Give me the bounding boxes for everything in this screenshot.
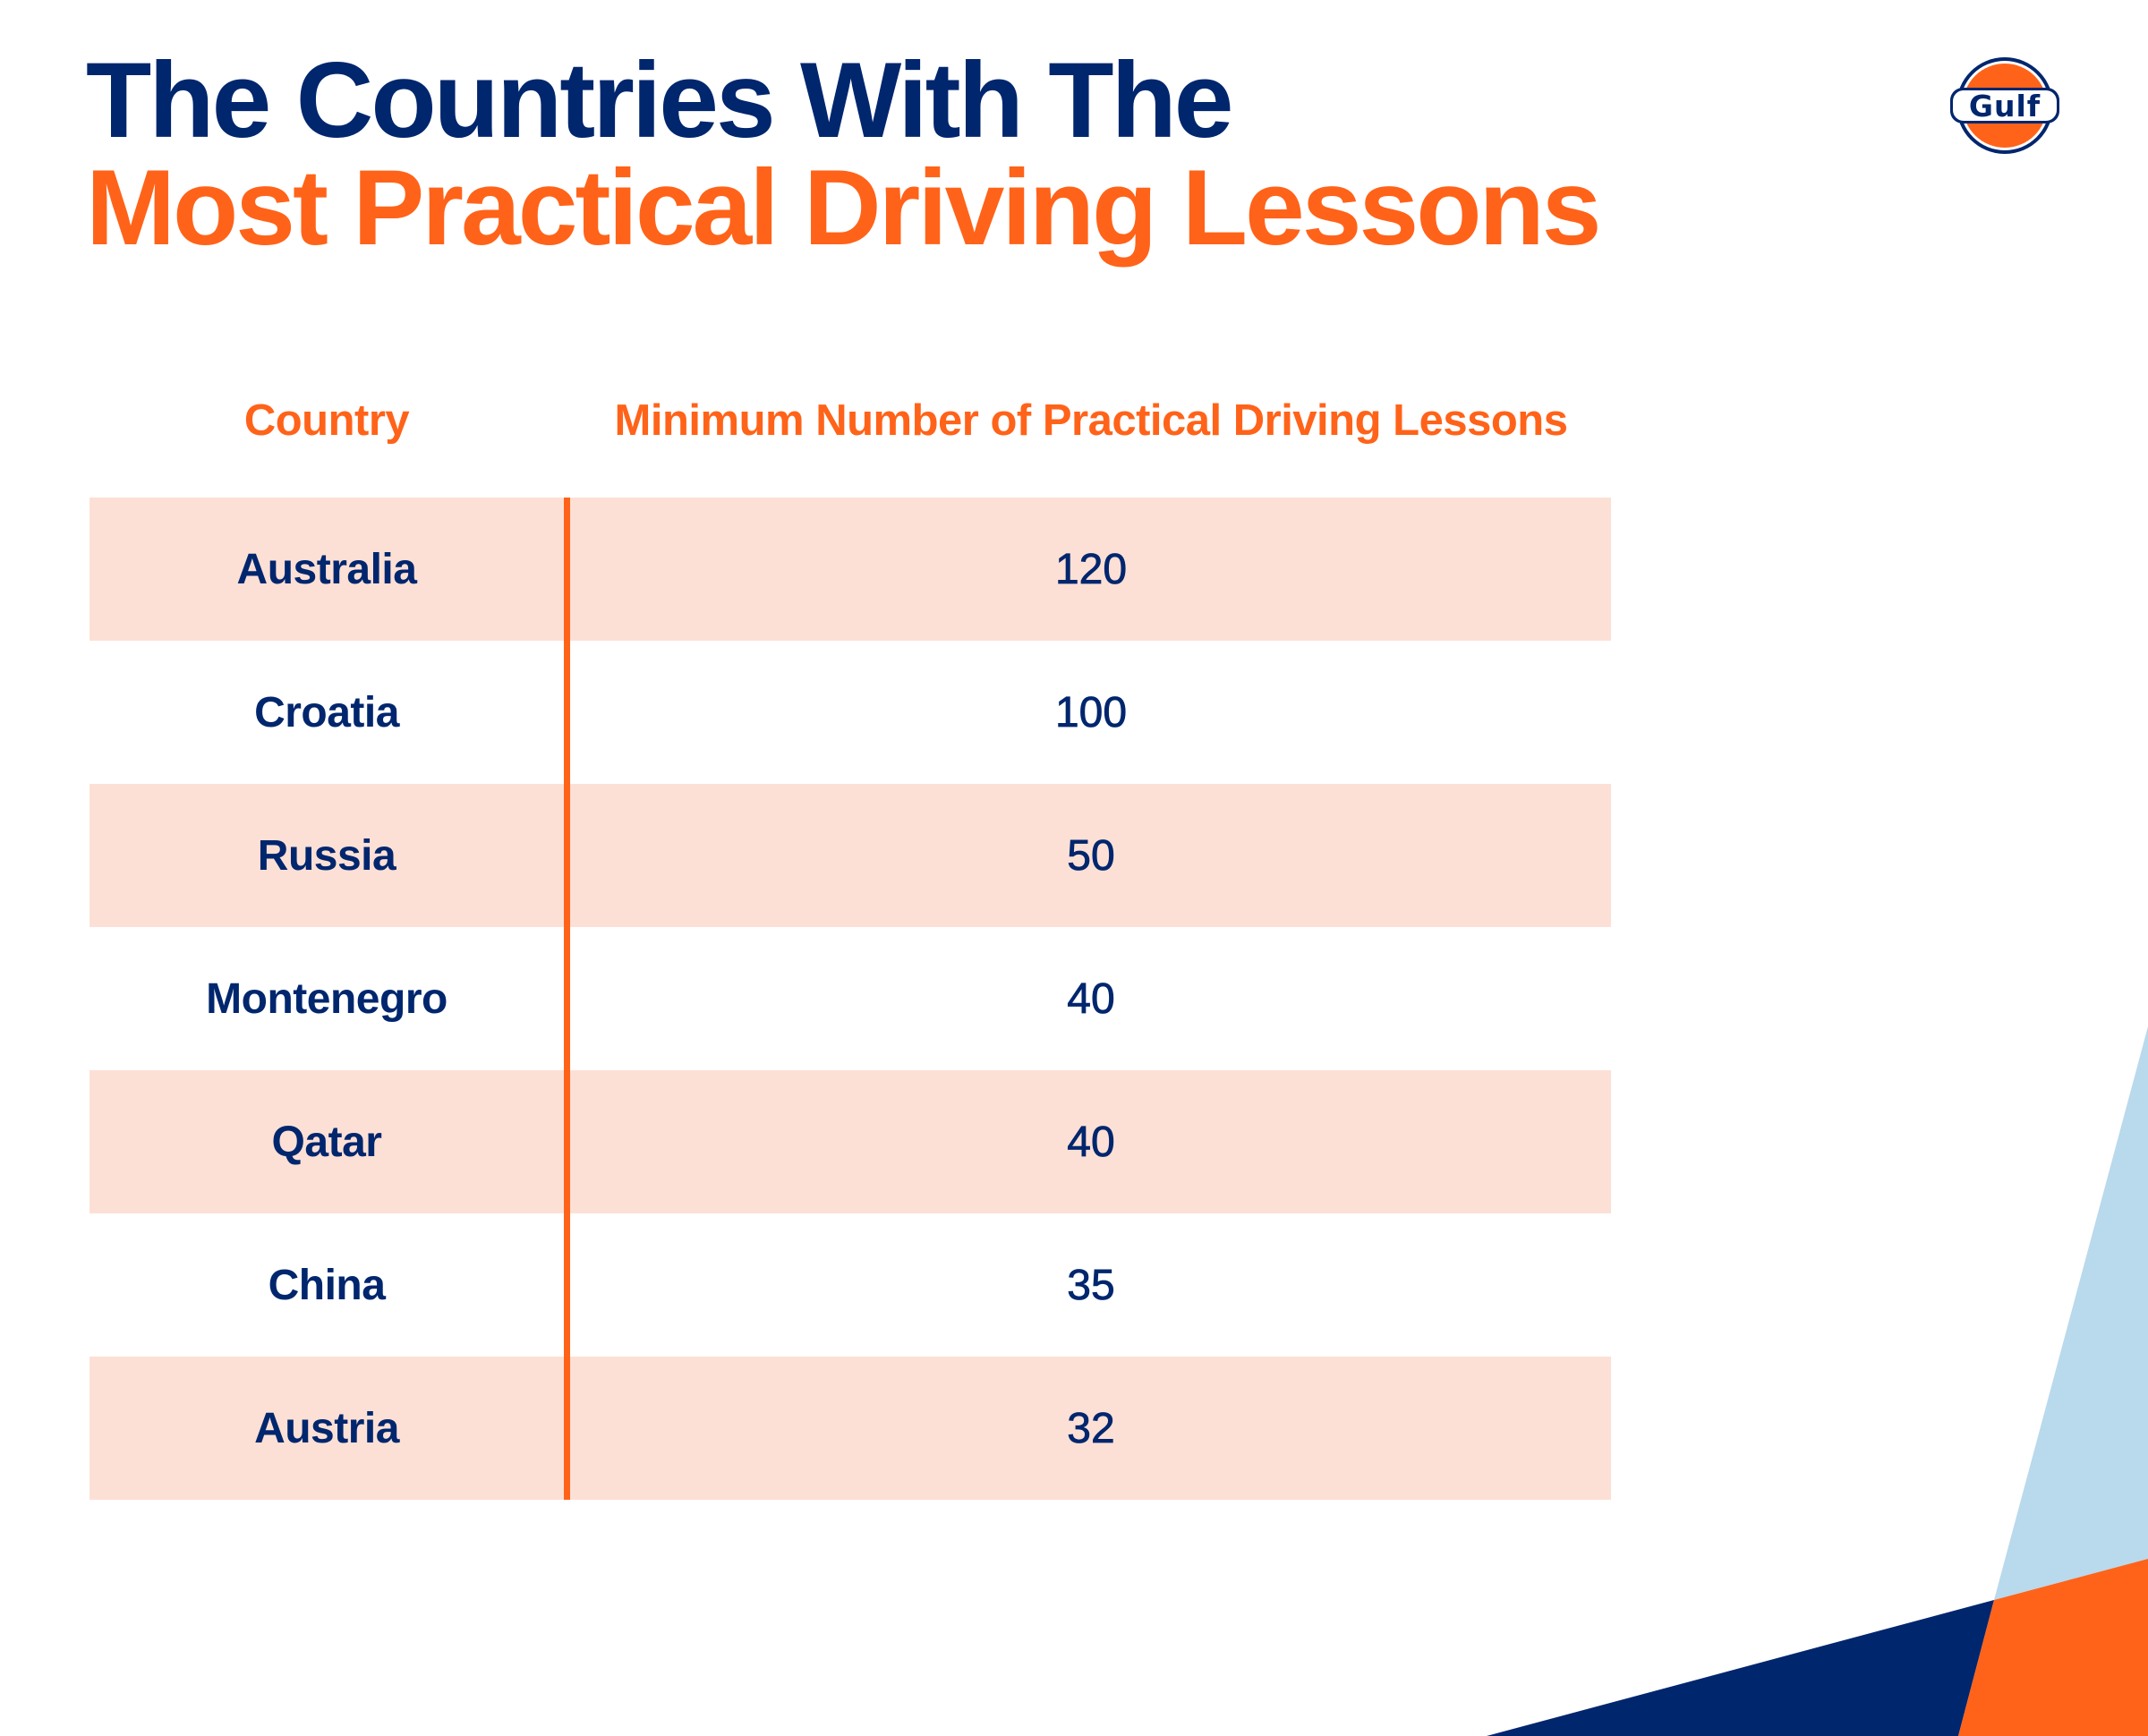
table-row: Qatar 40 — [90, 1070, 1611, 1213]
country-cell: Croatia — [254, 688, 399, 736]
page-title: The Countries With The Most Practical Dr… — [86, 40, 1602, 268]
table-row: China 35 — [90, 1213, 1611, 1357]
lessons-table: Australia 120 Croatia 100 Russia 50 Mont… — [90, 498, 1611, 1500]
country-cell: Qatar — [271, 1118, 382, 1166]
title-line-2: Most Practical Driving Lessons — [86, 148, 1602, 268]
country-cell: Russia — [257, 831, 396, 880]
lessons-cell: 40 — [1067, 1118, 1115, 1166]
column-header-lessons: Minimum Number of Practical Driving Less… — [614, 396, 1568, 445]
lessons-cell: 35 — [1067, 1261, 1115, 1309]
table-row: Russia 50 — [90, 784, 1611, 927]
table-row: Austria 32 — [90, 1357, 1611, 1500]
lessons-cell: 32 — [1067, 1404, 1115, 1452]
orange-wedge — [1958, 1559, 2148, 1736]
logo-text: Gulf — [1969, 89, 2041, 123]
light-blue-wedge — [1994, 1026, 2148, 1600]
gulf-logo-icon: Gulf — [1950, 57, 2059, 154]
lessons-cell: 50 — [1067, 831, 1115, 880]
country-cell: Austria — [254, 1404, 399, 1452]
lessons-cell: 100 — [1054, 688, 1128, 736]
country-cell: China — [268, 1261, 386, 1309]
table-row: Montenegro 40 — [90, 927, 1611, 1070]
column-header-country: Country — [243, 396, 410, 445]
title-line-1: The Countries With The — [86, 40, 1234, 160]
lessons-cell: 40 — [1067, 974, 1115, 1023]
country-cell: Australia — [236, 545, 417, 593]
country-cell: Montenegro — [206, 974, 448, 1023]
column-divider — [564, 498, 570, 1500]
lessons-cell: 120 — [1054, 545, 1128, 593]
table-row: Croatia 100 — [90, 641, 1611, 784]
navy-wedge — [1487, 1600, 1994, 1736]
table-row: Australia 120 — [90, 498, 1611, 641]
